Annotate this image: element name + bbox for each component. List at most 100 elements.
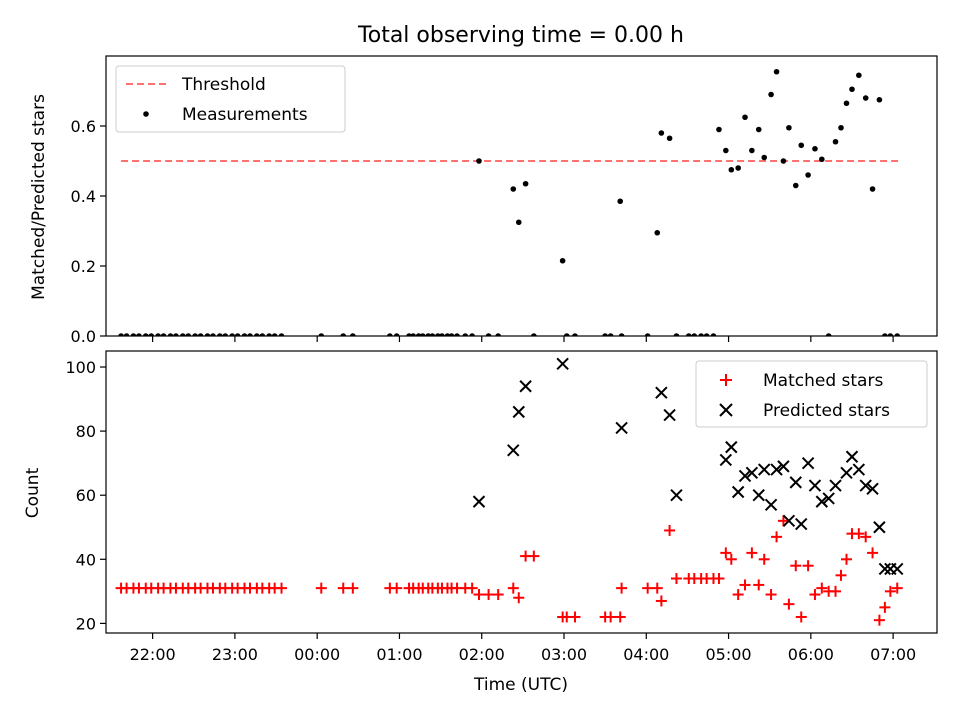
measurement-point — [673, 333, 680, 336]
matched-stars-point — [783, 598, 795, 610]
matched-stars-point — [513, 592, 525, 604]
measurement-point — [792, 182, 799, 189]
predicted-stars-point — [873, 521, 886, 534]
top-y-tick-label: 0.2 — [71, 257, 96, 276]
measurement-point — [222, 333, 229, 336]
measurement-point — [819, 156, 825, 163]
matched-stars-point — [670, 573, 682, 585]
bottom-x-tick-label: 04:00 — [623, 645, 669, 664]
measurement-point — [406, 333, 412, 336]
top-legend: Threshold Measurements — [115, 65, 346, 133]
measurement-point — [882, 333, 888, 336]
predicted-stars-point — [731, 485, 745, 499]
predicted-stars-point — [663, 408, 676, 422]
measurement-point — [716, 126, 722, 133]
predicted-stars-point — [829, 479, 842, 492]
measurement-point — [155, 333, 161, 336]
matched-stars-point — [528, 550, 540, 562]
measurement-point — [602, 333, 608, 336]
predicted-stars-point — [840, 466, 853, 479]
bottom-y-axis-label: Count — [23, 467, 43, 518]
predicted-stars-point — [670, 488, 683, 502]
predicted-stars-point — [519, 380, 532, 393]
measurement-point — [410, 333, 416, 336]
measurement-point — [217, 333, 223, 336]
measurement-point — [761, 154, 768, 161]
measurement-point — [618, 333, 625, 336]
measurement-point — [485, 333, 492, 336]
measurement-point — [685, 333, 692, 336]
measurement-point — [572, 333, 578, 336]
measurement-point — [832, 138, 839, 145]
measurement-point — [142, 333, 149, 336]
measurement-point — [448, 333, 455, 336]
predicted-stars-point — [777, 460, 790, 473]
measurement-point — [192, 333, 198, 336]
bottom-x-axis-label: Time (UTC) — [473, 675, 568, 695]
measurement-point — [703, 333, 710, 336]
predicted-stars-point — [770, 463, 783, 476]
matched-stars-point — [642, 582, 654, 594]
measurement-point — [435, 333, 441, 336]
measurement-point — [469, 333, 475, 336]
measurement-point — [510, 186, 517, 192]
bottom-x-tick-label: 03:00 — [541, 645, 587, 664]
matched-stars-point — [614, 611, 626, 623]
matched-stars-point — [651, 582, 663, 594]
measurement-point — [136, 333, 142, 336]
matched-stars-point — [765, 589, 777, 601]
matched-stars-point — [867, 547, 879, 559]
measurement-point — [798, 142, 805, 149]
predicted-stars-point — [738, 469, 752, 483]
predicted-stars-point — [859, 479, 872, 492]
measurement-point — [728, 166, 735, 173]
measurement-point — [271, 333, 278, 336]
matched-stars-point — [873, 614, 885, 626]
measurement-point — [197, 333, 204, 336]
matched-stars-point — [473, 589, 485, 601]
matched-stars-point — [732, 589, 744, 601]
measurement-point — [229, 333, 235, 336]
predicted-stars-point — [764, 498, 778, 512]
matched-stars-point — [720, 547, 732, 559]
measurement-point — [531, 333, 537, 336]
matched-stars-point — [753, 579, 765, 591]
legend-matched-swatch — [720, 374, 732, 386]
predicted-stars-point — [655, 386, 668, 399]
measurement-point — [607, 333, 614, 336]
legend-measurements-swatch — [143, 111, 149, 117]
matched-stars-point — [809, 589, 821, 601]
bottom-y-tick-label: 80 — [76, 422, 96, 441]
bottom-legend-box — [695, 360, 928, 428]
measurement-point — [654, 229, 661, 236]
measurement-point — [278, 333, 285, 336]
matched-stars-point — [879, 601, 891, 613]
bottom-plot-area: 22:00 23:00 00:00 01:00 02:00 03:00 04:00 05:00… — [65, 357, 916, 664]
bottom-x-tick-label: 07:00 — [870, 645, 916, 664]
measurement-point — [849, 86, 855, 93]
bottom-x-tick-label: 22:00 — [130, 645, 176, 664]
matched-stars-point — [466, 582, 478, 594]
predicted-stars-point — [789, 476, 802, 489]
predicted-stars-point — [615, 421, 628, 435]
measurement-point — [735, 165, 741, 171]
measurement-point — [476, 158, 482, 164]
top-plot-area: 0.0 0.2 0.4 0.6 — [71, 68, 901, 346]
matched-stars-point — [616, 582, 628, 594]
bottom-y-tick-label: 40 — [76, 550, 96, 569]
legend-matched-label: Matched stars — [763, 371, 883, 391]
matched-stars-point — [391, 582, 403, 594]
bottom-axes-frame — [105, 350, 938, 634]
measurement-point — [254, 333, 260, 336]
matched-stars-point — [771, 531, 783, 543]
predicted-stars-point — [758, 463, 771, 476]
top-y-tick-label: 0.6 — [71, 117, 96, 136]
measurement-point — [266, 333, 272, 336]
predicted-stars-point — [745, 466, 759, 479]
measurement-point — [179, 333, 186, 336]
measurement-point — [425, 333, 432, 336]
predicted-stars-point — [878, 562, 892, 576]
predicted-stars-point — [808, 479, 822, 492]
top-y-tick-label: 0.0 — [71, 327, 96, 346]
measurement-point — [247, 333, 253, 336]
